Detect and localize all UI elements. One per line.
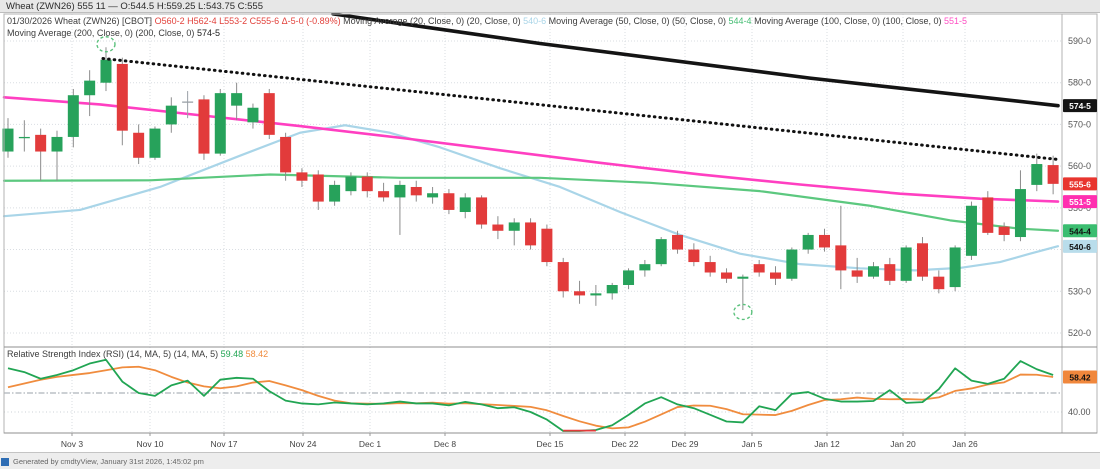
ma200-line bbox=[331, 12, 1060, 108]
legend-segment: 574-5 bbox=[196, 28, 220, 38]
svg-text:560-0: 560-0 bbox=[1068, 161, 1091, 171]
legend-segment: 540-6 bbox=[523, 16, 547, 26]
price-badges: 574-5 555-6 551-5 544-4 540-6 58.42 bbox=[1063, 99, 1097, 384]
price-badge bbox=[1063, 99, 1097, 113]
svg-text:544-4: 544-4 bbox=[1069, 226, 1091, 236]
price-badge bbox=[1063, 239, 1097, 253]
ellipse-annotation[interactable] bbox=[733, 303, 753, 321]
generated-timestamp: Generated by cmdtyView, January 31st 202… bbox=[13, 457, 204, 466]
legend-rsi-study[interactable]: Relative Strength Index (RSI) (14, MA, 5… bbox=[7, 349, 268, 360]
legend-segment: Moving Average (20, Close, 0) (20, Close… bbox=[340, 16, 524, 26]
svg-text:Dec 22: Dec 22 bbox=[612, 439, 639, 449]
cmdtyview-logo-icon bbox=[1, 458, 9, 466]
svg-text:555-6: 555-6 bbox=[1069, 179, 1091, 189]
price-badge bbox=[1063, 195, 1097, 209]
svg-text:Jan 20: Jan 20 bbox=[890, 439, 916, 449]
svg-text:Nov 10: Nov 10 bbox=[137, 439, 164, 449]
downtrend-line[interactable] bbox=[101, 57, 1060, 161]
ma100-line bbox=[2, 96, 1060, 203]
legend-rsi-segment: Relative Strength Index (RSI) (14, MA, 5… bbox=[7, 349, 221, 359]
svg-text:40.00: 40.00 bbox=[1068, 407, 1091, 417]
svg-text:Dec 1: Dec 1 bbox=[359, 439, 381, 449]
svg-text:570-0: 570-0 bbox=[1068, 119, 1091, 129]
rsi-line bbox=[7, 358, 1054, 432]
legend-segment: Moving Average (100, Close, 0) (100, Clo… bbox=[751, 16, 945, 26]
window-title: Wheat (ZWN26) 555 11 — O:544.5 H:559.25 … bbox=[6, 1, 263, 12]
legend-rsi-segment: 58.42 bbox=[245, 349, 269, 359]
svg-text:540-6: 540-6 bbox=[1069, 242, 1091, 252]
price-badge bbox=[1063, 177, 1097, 191]
window-title-bar: Wheat (ZWN26) 555 11 — O:544.5 H:559.25 … bbox=[0, 0, 1100, 13]
footer-bar: Generated by cmdtyView, January 31st 202… bbox=[0, 452, 1100, 469]
legend-ohlc-and-ma[interactable]: 01/30/2026 Wheat (ZWN26) [CBOT] O560-2 H… bbox=[7, 16, 967, 27]
svg-text:580-0: 580-0 bbox=[1068, 78, 1091, 88]
legend-ma200[interactable]: Moving Average (200, Close, 0) (200, Clo… bbox=[7, 28, 220, 39]
legend-segment: 01/30/2026 Wheat (ZWN26) [CBOT] bbox=[7, 16, 155, 26]
svg-text:Jan 26: Jan 26 bbox=[952, 439, 978, 449]
legend-segment: Moving Average (50, Close, 0) (50, Close… bbox=[546, 16, 729, 26]
svg-text:Dec 8: Dec 8 bbox=[434, 439, 456, 449]
rsi-panel bbox=[7, 358, 1054, 432]
price-badge bbox=[1063, 224, 1097, 238]
svg-text:Nov 24: Nov 24 bbox=[290, 439, 317, 449]
svg-text:551-5: 551-5 bbox=[1069, 197, 1091, 207]
legend-segment: 551-5 bbox=[944, 16, 968, 26]
legend-rsi-segment: 59.48 bbox=[220, 349, 246, 359]
panel-frame bbox=[3, 13, 1098, 434]
svg-text:590-0: 590-0 bbox=[1068, 36, 1091, 46]
svg-text:Nov 17: Nov 17 bbox=[211, 439, 238, 449]
svg-text:Nov 3: Nov 3 bbox=[61, 439, 83, 449]
legend-segment: 544-4 bbox=[728, 16, 752, 26]
svg-text:Jan 5: Jan 5 bbox=[742, 439, 763, 449]
svg-text:530-0: 530-0 bbox=[1068, 286, 1091, 296]
legend-segment: Moving Average (200, Close, 0) (200, Clo… bbox=[7, 28, 197, 38]
time-axis: Nov 3 Nov 10 Nov 17 Nov 24 Dec 1 Dec 8 Dec 15 D… bbox=[61, 433, 978, 449]
candlestick-series bbox=[2, 47, 1059, 311]
svg-text:Jan 12: Jan 12 bbox=[814, 439, 840, 449]
svg-text:Dec 15: Dec 15 bbox=[537, 439, 564, 449]
svg-text:58.42: 58.42 bbox=[1069, 373, 1091, 383]
svg-text:520-0: 520-0 bbox=[1068, 328, 1091, 338]
svg-text:Dec 29: Dec 29 bbox=[672, 439, 699, 449]
price-badge bbox=[1063, 370, 1097, 384]
ellipse-annotation[interactable] bbox=[96, 36, 116, 53]
rsi-ma-line bbox=[7, 365, 1054, 430]
legend-segment: O560-2 H562-4 L553-2 C555-6 Δ-5-0 (-0.89… bbox=[154, 16, 341, 26]
svg-text:574-5: 574-5 bbox=[1069, 101, 1091, 111]
